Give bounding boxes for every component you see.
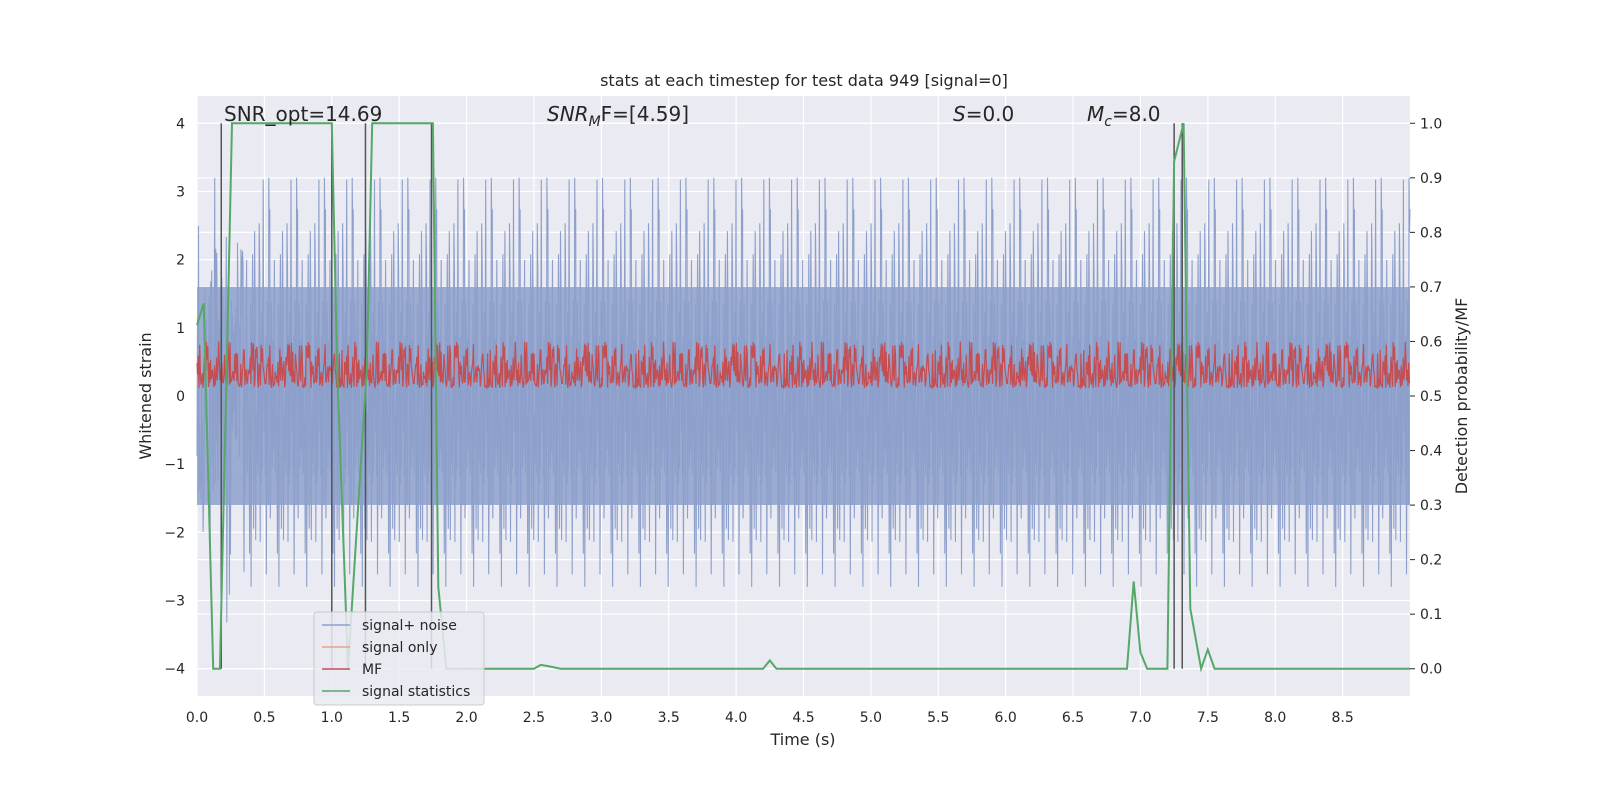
x-tick-label: 2.5 (523, 710, 545, 726)
y2-tick-label: 0.5 (1420, 389, 1442, 405)
x-tick-label: 1.5 (388, 710, 410, 726)
mf-line (196, 341, 1411, 390)
legend-label: signal statistics (362, 684, 470, 700)
y2-tick-label: 0.2 (1420, 553, 1442, 569)
y2-tick-label: 0.3 (1420, 498, 1442, 514)
y-tick-label: 0 (176, 389, 185, 405)
y-tick-label: −1 (164, 457, 185, 473)
signal-noise-line (196, 177, 1411, 635)
y-tick-label: 1 (176, 321, 185, 337)
mc-sub: c (1104, 114, 1112, 130)
x-tick-label: 4.0 (725, 710, 747, 726)
mc-rest: =8.0 (1112, 102, 1161, 126)
signal-statistics-line (196, 122, 1410, 673)
annotation-snr-opt: SNR_opt=14.69 (224, 102, 382, 126)
y2-tick-label: 0.7 (1420, 280, 1442, 296)
y-tick-label: 3 (176, 184, 185, 200)
mc-main: M (1087, 102, 1104, 126)
x-tick-label: 0.5 (253, 710, 275, 726)
y-tick-label: 4 (176, 116, 185, 132)
y-axis-label: Whitened strain (136, 332, 155, 459)
legend-label: signal+ noise (362, 618, 457, 634)
snr-mf-sub: M (589, 114, 601, 130)
signal-statistics-series (196, 122, 1410, 673)
x-tick-label: 7.5 (1197, 710, 1219, 726)
y-tick-label: 2 (176, 253, 185, 269)
x-axis-label: Time (s) (769, 730, 835, 749)
chart-title: stats at each timestep for test data 949… (600, 71, 1008, 90)
y2-tick-label: 0.1 (1420, 607, 1442, 623)
x-tick-label: 0.0 (186, 710, 208, 726)
y2-tick-label: 1.0 (1420, 116, 1442, 132)
legend-label: MF (362, 662, 382, 678)
y2-tick-label: 0.6 (1420, 334, 1442, 350)
y2-tick-label: 0.4 (1420, 444, 1442, 460)
y-tick-label: −4 (164, 662, 185, 678)
x-tick-label: 2.0 (455, 710, 477, 726)
x-tick-label: 6.5 (1062, 710, 1084, 726)
y2-tick-label: 0.9 (1420, 171, 1442, 187)
snr-mf-main: SNR (547, 102, 589, 126)
mf-series (196, 341, 1411, 390)
signal-noise-series (196, 177, 1411, 635)
legend-label: signal only (362, 640, 437, 656)
y-axis-ticks: 4 3 2 1 0 −1 −2 −3 −4 (164, 116, 185, 677)
x-tick-label: 5.0 (860, 710, 882, 726)
y2-axis-ticks: 1.0 0.9 0.8 0.7 0.6 0.5 0.4 0.3 0.2 0.1 0.0 (1410, 116, 1442, 678)
legend: signal+ noise signal only MF signal stat… (313, 611, 485, 706)
x-tick-label: 4.5 (792, 710, 814, 726)
legend-box (313, 611, 485, 706)
x-tick-label: 8.0 (1264, 710, 1286, 726)
x-tick-label: 1.0 (321, 710, 343, 726)
y2-tick-label: 0.0 (1420, 662, 1442, 678)
y-tick-label: −2 (164, 525, 185, 541)
y2-tick-label: 0.8 (1420, 225, 1442, 241)
x-axis-ticks: 0.0 0.5 1.0 1.5 2.0 2.5 3.0 3.5 4.0 4.5 5.0 5.5 6.0 6… (186, 710, 1354, 726)
snr-mf-rest: F=[4.59] (601, 102, 689, 126)
s-main: S (953, 102, 966, 126)
x-tick-label: 8.5 (1331, 710, 1353, 726)
annotation-s: S=0.0 (953, 102, 1014, 126)
x-tick-label: 7.0 (1129, 710, 1151, 726)
x-tick-label: 5.5 (927, 710, 949, 726)
annotation-mc: Mc=8.0 (1087, 102, 1161, 130)
y-tick-label: −3 (164, 594, 185, 610)
y2-axis-label: Detection probability/MF (1452, 298, 1471, 495)
x-tick-label: 6.0 (995, 710, 1017, 726)
s-rest: =0.0 (966, 102, 1015, 126)
x-tick-label: 3.5 (658, 710, 680, 726)
x-tick-label: 3.0 (590, 710, 612, 726)
annotation-snr-mf: SNRMF=[4.59] (547, 102, 689, 130)
